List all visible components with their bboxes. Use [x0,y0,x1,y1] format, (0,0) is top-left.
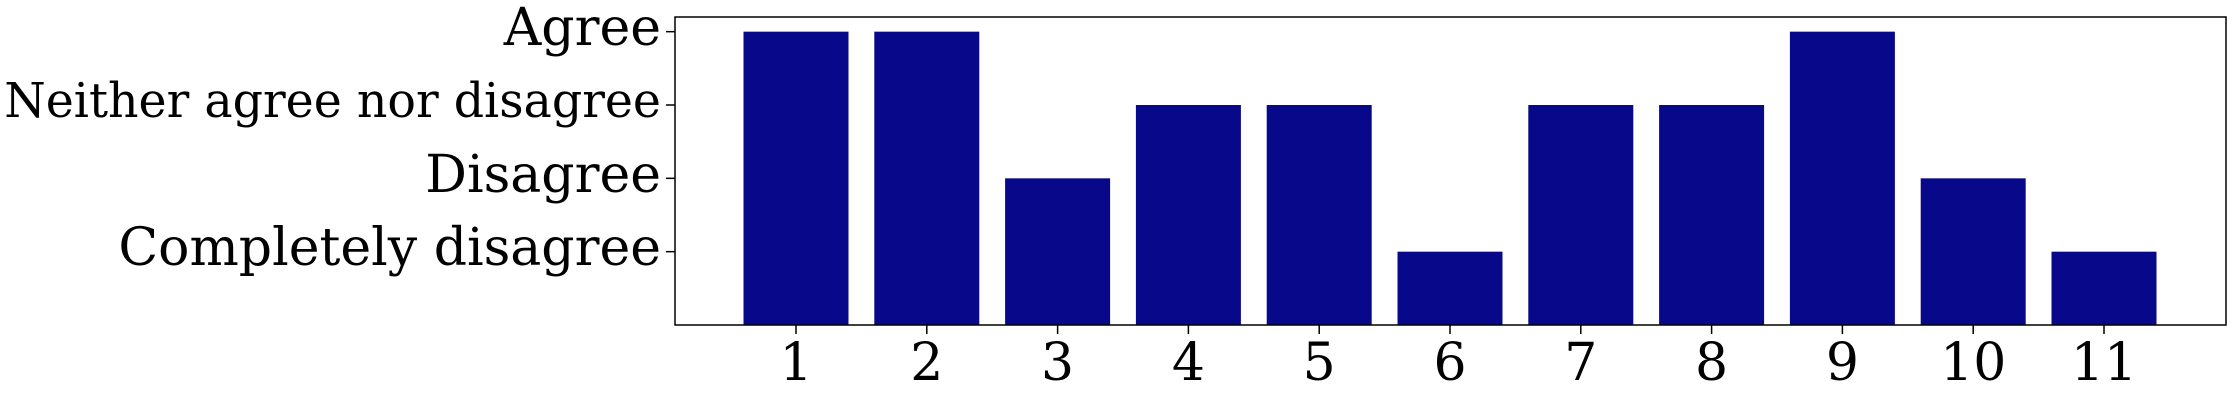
x-tick-label: 3 [1041,333,1074,393]
bar-3 [1005,178,1111,325]
x-tick-label: 7 [1564,333,1597,393]
y-tick-label: Neither agree nor disagree [4,74,661,129]
bar-8 [1659,105,1765,325]
bar-11 [2051,251,2157,325]
bar-7 [1528,105,1634,325]
bar-1 [743,31,849,326]
y-tick-label: Disagree [425,145,661,205]
y-tick-label: Completely disagree [118,218,661,278]
y-axis: Completely disagree Disagree Neither agree… [4,0,675,278]
x-tick-label: 8 [1695,333,1728,393]
x-tick-label: 6 [1433,333,1466,393]
x-tick-label: 4 [1172,333,1205,393]
x-tick-label: 10 [1940,333,2006,393]
bar-6 [1397,251,1503,325]
x-axis: 1 2 3 4 5 6 7 8 9 10 11 [779,325,2137,393]
bars-group [743,31,2157,326]
x-tick-label: 5 [1303,333,1336,393]
bar-2 [874,31,980,326]
x-tick-label: 9 [1826,333,1859,393]
bar-5 [1266,105,1372,325]
bar-10 [1920,178,2026,325]
x-tick-label: 1 [779,333,812,393]
x-tick-label: 11 [2071,333,2137,393]
bar-4 [1135,105,1241,325]
plot-frame [674,16,2227,326]
x-tick-label: 2 [910,333,943,393]
bar-9 [1789,31,1895,326]
y-tick-label: Agree [503,0,661,58]
